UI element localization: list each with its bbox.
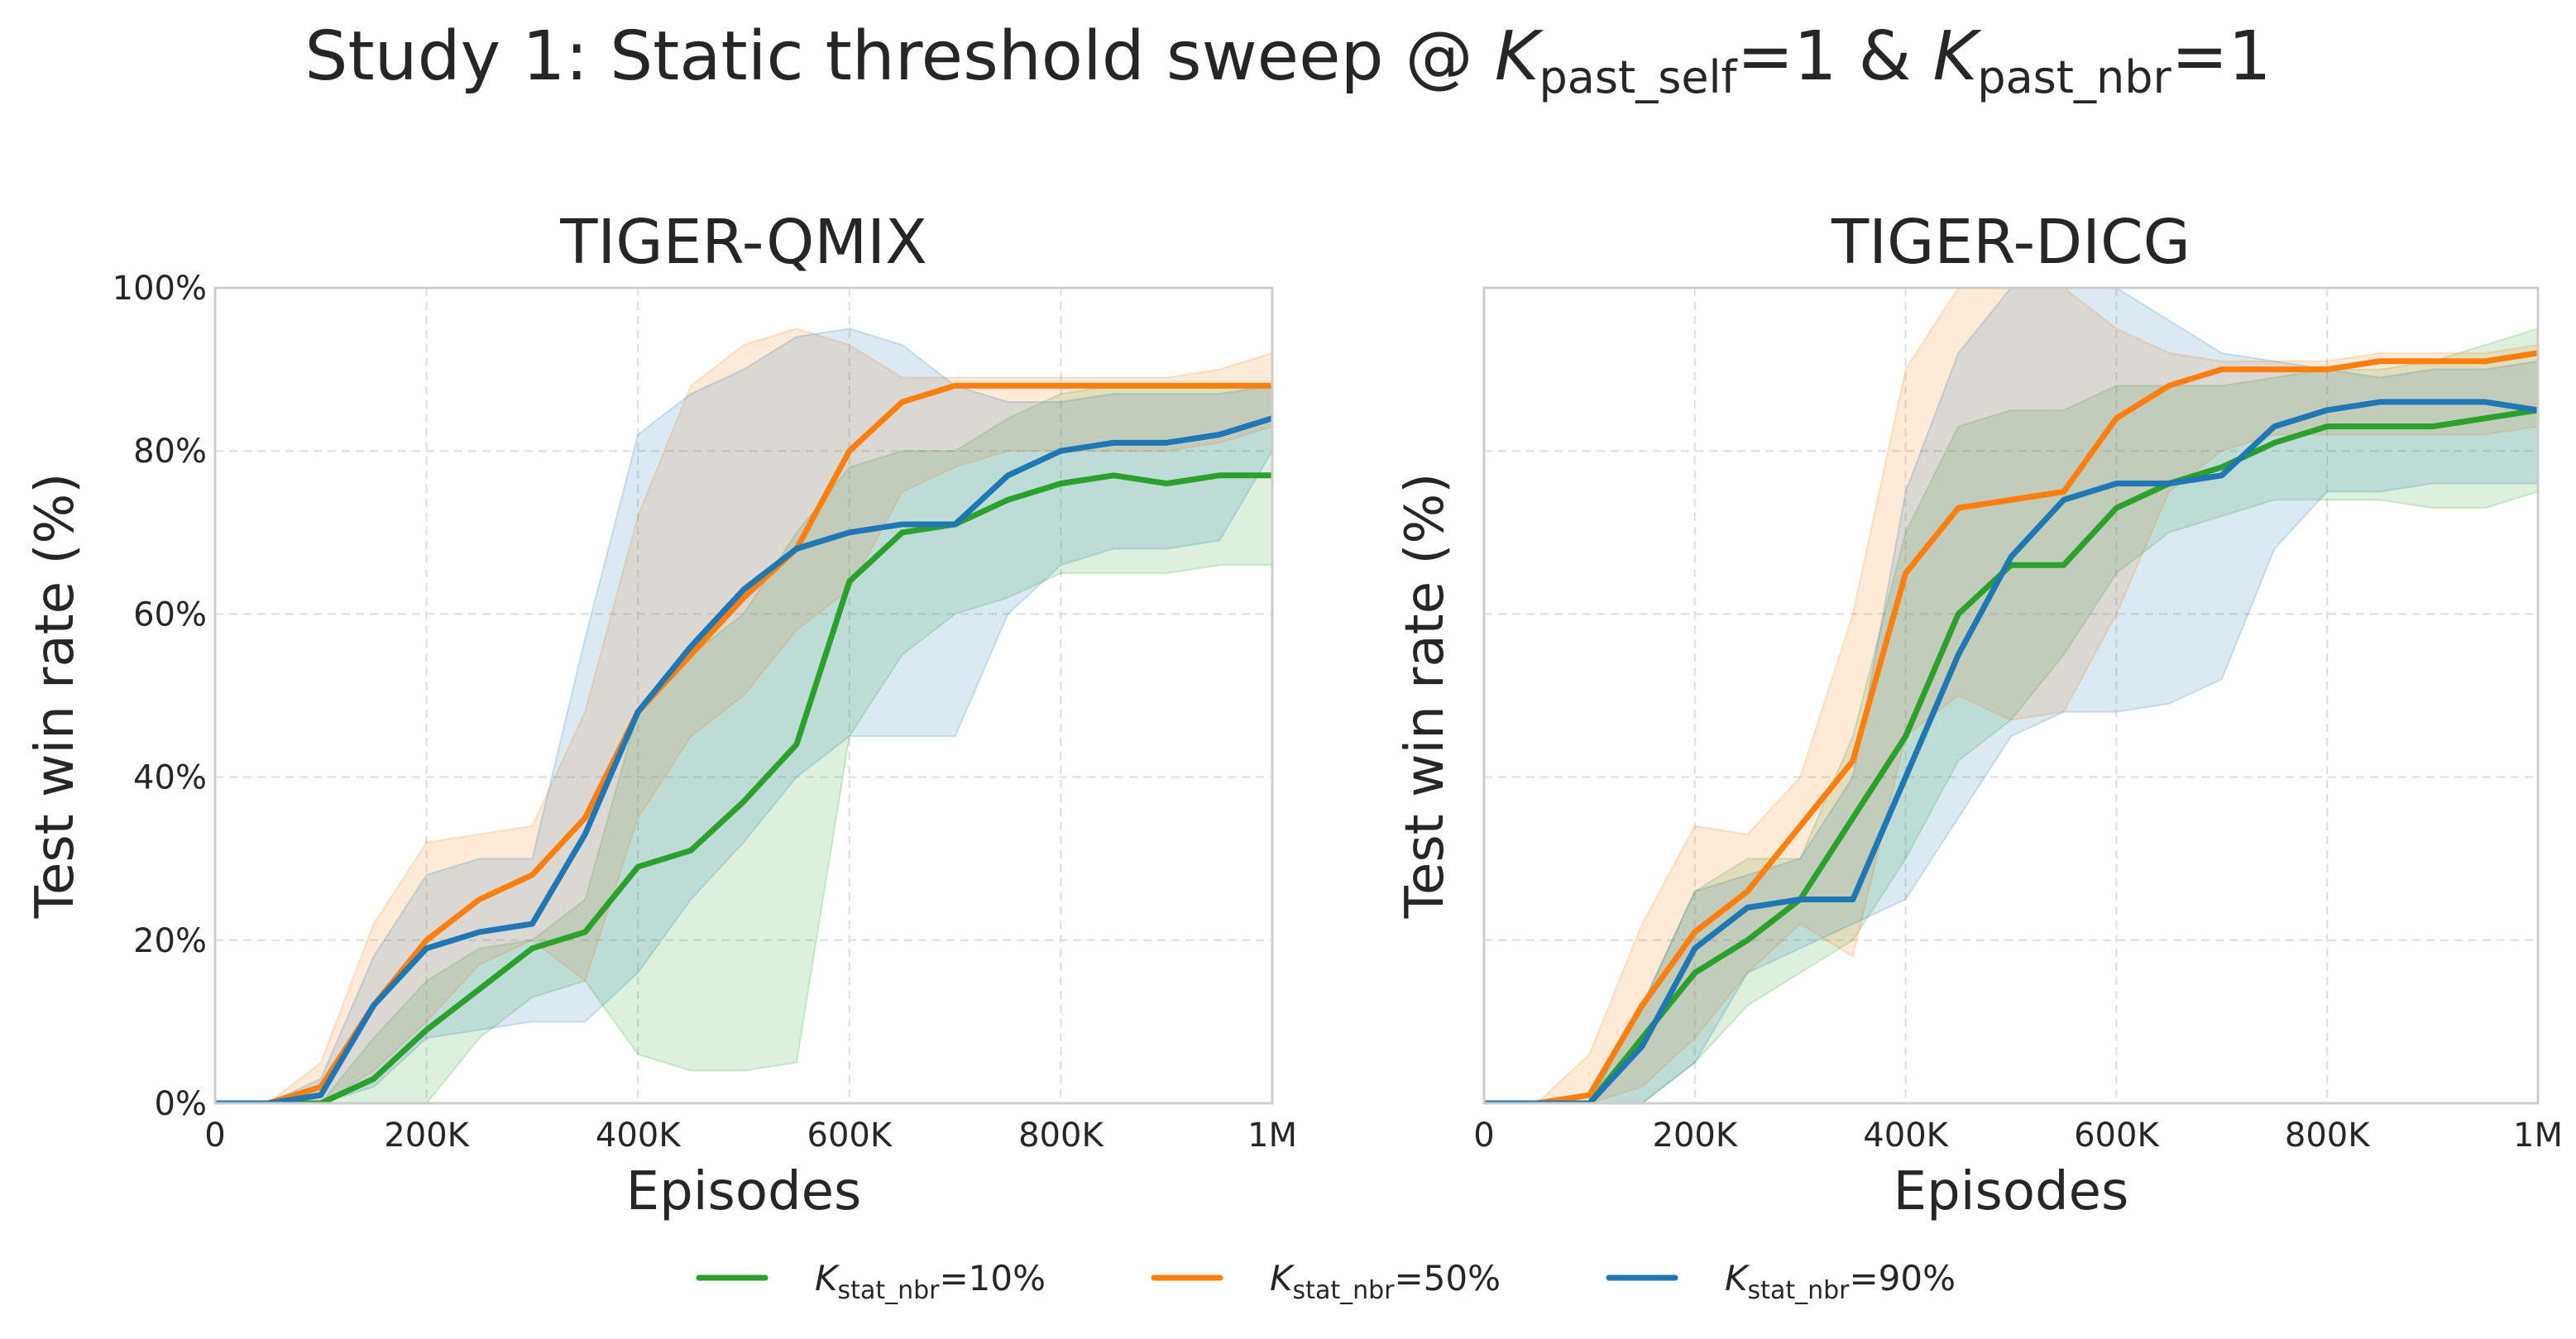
series-line-1 xyxy=(215,472,1272,1103)
confidence-band-3 xyxy=(1484,288,2538,1103)
x-tick-label: 600K xyxy=(807,1117,893,1155)
x-axis-label: Episodes xyxy=(626,1161,862,1222)
axes-frame xyxy=(1482,286,2540,1105)
x-tick-label: 800K xyxy=(1018,1117,1104,1155)
legend-label-50: Kstat_nbr=50% xyxy=(1270,1258,1501,1305)
x-tick-label: 200K xyxy=(1653,1117,1739,1155)
subplot-2: 0 200K 400K 600K 800K 1M TIGER-DICG Episodes Tes… xyxy=(1395,207,2563,1222)
plot-area xyxy=(215,288,1272,1103)
x-tick-label: 400K xyxy=(596,1117,682,1155)
confidence-band-3 xyxy=(215,328,1272,1103)
x-tick-label: 0 xyxy=(204,1117,225,1155)
y-tick-label: 60% xyxy=(133,595,207,634)
legend-label-90: Kstat_nbr=90% xyxy=(1725,1258,1956,1305)
legend: Kstat_nbr=10% Kstat_nbr=50% Kstat_nbr=90… xyxy=(696,1258,1956,1305)
confidence-band-2 xyxy=(215,328,1272,1103)
subplot-title: TIGER-QMIX xyxy=(559,207,927,278)
x-tick-label: 0 xyxy=(1473,1117,1494,1155)
series-group xyxy=(215,328,1272,1103)
y-tick-label: 80% xyxy=(133,433,207,471)
series-line-2 xyxy=(1484,350,2538,1103)
subplot-1: 0 200K 400K 600K 800K 1M 0% 20% 40% 60% 80% 100% TIG… xyxy=(25,207,1297,1222)
series-line-3 xyxy=(1484,399,2538,1103)
legend-label-10: Kstat_nbr=10% xyxy=(815,1258,1046,1305)
confidence-band-1 xyxy=(215,385,1272,1103)
y-tick-label: 40% xyxy=(133,759,207,797)
x-tick-label: 800K xyxy=(2285,1117,2371,1155)
x-tick-label: 1M xyxy=(2513,1117,2563,1155)
x-tick-label: 200K xyxy=(384,1117,470,1155)
x-axis-label: Episodes xyxy=(1894,1161,2129,1222)
series-group xyxy=(1484,288,2538,1103)
y-axis-label: Test win rate (%) xyxy=(1395,473,1456,920)
y-tick-label: 100% xyxy=(113,270,207,308)
axes-frame xyxy=(213,286,1274,1105)
figure-title: Study 1: Static threshold sweep @ Kpast_… xyxy=(304,17,2271,103)
confidence-band-2 xyxy=(1484,288,2538,1103)
subplot-title: TIGER-DICG xyxy=(1831,207,2191,278)
x-tick-label: 600K xyxy=(2074,1117,2160,1155)
y-tick-label: 20% xyxy=(133,922,207,960)
x-tick-label: 400K xyxy=(1863,1117,1949,1155)
series-line-3 xyxy=(215,415,1272,1103)
y-tick-label: 0% xyxy=(155,1085,207,1123)
y-axis-label: Test win rate (%) xyxy=(25,473,86,920)
x-tick-label: 1M xyxy=(1247,1117,1297,1155)
